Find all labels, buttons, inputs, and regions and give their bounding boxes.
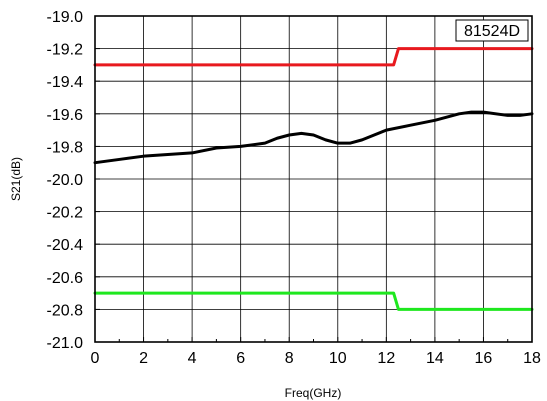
- badge-box: [455, 19, 529, 42]
- y-tick-label: -20.4: [47, 237, 84, 254]
- series-layer: [93, 47, 534, 311]
- x-tick-label: 8: [285, 350, 294, 367]
- x-tick-labels: 0 2 4 6 8 10 12 14 16 18: [91, 350, 541, 367]
- y-tick-label: -19.2: [47, 42, 84, 59]
- x-tick-label: 6: [236, 350, 245, 367]
- y-axis-title: S21(dB): [9, 157, 23, 201]
- y-tick-label: -19.6: [47, 107, 84, 124]
- x-tick-label: 4: [188, 350, 197, 367]
- y-tick-labels: -19.0 -19.2 -19.4 -19.6 -19.8 -20.0 -20.2 -20.4…: [47, 9, 84, 352]
- x-tick-label: 10: [329, 350, 347, 367]
- badge-label: 81524D: [464, 23, 520, 40]
- x-tick-label: 0: [91, 350, 100, 367]
- tick-marks: [94, 15, 533, 343]
- y-tick-label: -20.6: [47, 270, 84, 287]
- legend-badge: 81524D: [455, 19, 529, 42]
- series-line-2: [93, 110, 534, 165]
- x-tick-label: 14: [426, 350, 444, 367]
- series-line-1: [93, 47, 534, 67]
- x-tick-label: 16: [475, 350, 493, 367]
- y-tick-label: -20.8: [47, 302, 84, 319]
- y-tick-label: -21.0: [47, 335, 84, 352]
- y-tick-label: -19.8: [47, 139, 84, 156]
- series-line-3: [93, 291, 534, 311]
- y-tick-label: -20.2: [47, 205, 84, 222]
- x-tick-label: 2: [139, 350, 148, 367]
- x-tick-label: 12: [377, 350, 395, 367]
- y-tick-label: -19.0: [47, 9, 84, 26]
- y-tick-label: -19.4: [47, 74, 84, 91]
- y-tick-label: -20.0: [47, 172, 84, 189]
- x-tick-label: 18: [523, 350, 541, 367]
- x-axis-title: Freq(GHz): [285, 386, 342, 400]
